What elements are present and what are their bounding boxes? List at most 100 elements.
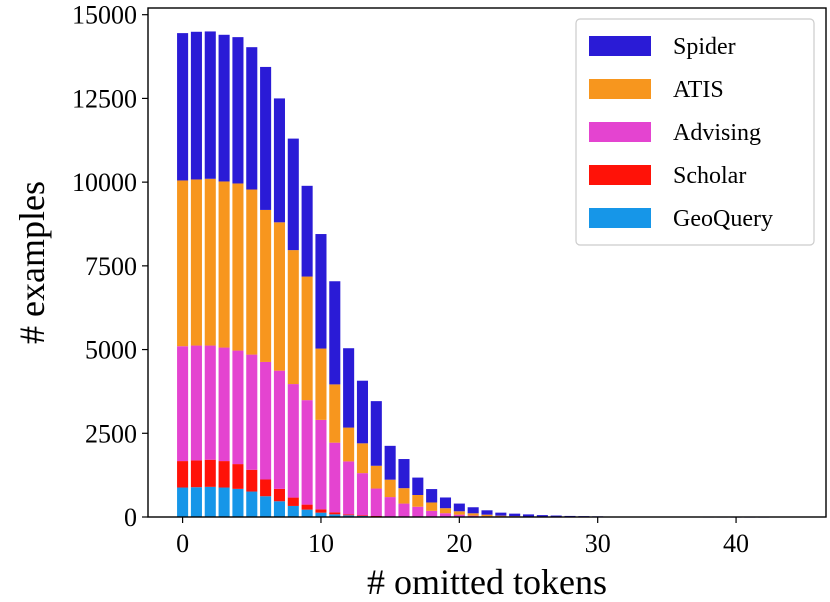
bar-atis-9 xyxy=(301,276,313,401)
bar-atis-13 xyxy=(356,443,369,474)
y-tick-label: 15000 xyxy=(72,1,137,30)
x-axis-ticks: 0 10 20 30 40 xyxy=(176,517,749,558)
y-axis-label: # examples xyxy=(12,181,52,344)
legend-swatch-geoquery xyxy=(589,208,651,228)
bar-scholar-3 xyxy=(218,461,230,488)
bar-atis-19 xyxy=(439,508,452,514)
bar-advising-12 xyxy=(343,461,355,515)
bar-scholar-13 xyxy=(356,515,369,516)
bar-spider-14 xyxy=(370,401,382,466)
bar-advising-9 xyxy=(301,400,313,505)
bar-advising-11 xyxy=(329,442,341,513)
bar-spider-26 xyxy=(536,515,548,517)
bar-geoquery-1 xyxy=(190,487,202,517)
bar-scholar-9 xyxy=(301,504,313,510)
bar-spider-18 xyxy=(426,489,438,503)
bar-advising-13 xyxy=(356,473,369,516)
bar-scholar-7 xyxy=(273,488,285,502)
bar-scholar-1 xyxy=(190,460,202,488)
legend-swatch-spider xyxy=(589,36,651,56)
bar-atis-8 xyxy=(287,250,299,385)
x-axis-label: # omitted tokens xyxy=(367,562,607,602)
legend-label-atis: ATIS xyxy=(673,77,724,103)
bar-spider-21 xyxy=(467,507,479,514)
bar-spider-8 xyxy=(287,138,299,251)
bar-scholar-11 xyxy=(329,512,341,515)
bar-advising-14 xyxy=(370,488,382,516)
bar-atis-22 xyxy=(481,514,493,517)
bar-spider-25 xyxy=(522,514,535,517)
bar-scholar-14 xyxy=(370,515,382,517)
bar-advising-6 xyxy=(260,361,272,480)
bar-atis-6 xyxy=(260,209,272,362)
bar-advising-10 xyxy=(315,419,327,510)
bar-spider-20 xyxy=(453,503,465,512)
bar-atis-21 xyxy=(467,513,479,516)
bars-group xyxy=(177,31,770,518)
bar-advising-5 xyxy=(246,354,258,470)
bar-geoquery-3 xyxy=(218,487,230,517)
legend-label-scholar: Scholar xyxy=(673,163,746,189)
bar-scholar-5 xyxy=(246,469,258,492)
bar-spider-17 xyxy=(412,477,424,495)
bar-spider-5 xyxy=(246,47,258,190)
bar-scholar-8 xyxy=(287,497,299,506)
bar-advising-15 xyxy=(384,497,396,517)
x-tick-label: 20 xyxy=(446,529,472,558)
bar-geoquery-0 xyxy=(177,487,189,517)
bar-atis-16 xyxy=(398,488,410,504)
bar-geoquery-6 xyxy=(260,496,272,517)
legend-label-spider: Spider xyxy=(673,34,736,60)
bar-atis-5 xyxy=(246,189,258,355)
bar-scholar-0 xyxy=(177,461,189,488)
bar-spider-24 xyxy=(509,513,521,517)
y-tick-label: 7500 xyxy=(85,252,137,281)
x-tick-label: 10 xyxy=(308,529,334,558)
bar-geoquery-12 xyxy=(343,515,355,517)
bar-atis-0 xyxy=(177,180,189,347)
bar-scholar-6 xyxy=(260,479,272,497)
bar-spider-9 xyxy=(301,185,313,277)
bar-advising-3 xyxy=(218,347,230,462)
bar-spider-13 xyxy=(356,380,369,444)
bar-atis-17 xyxy=(412,494,424,507)
bar-advising-18 xyxy=(426,510,438,517)
bar-spider-10 xyxy=(315,234,327,349)
legend-swatch-atis xyxy=(589,79,651,99)
bar-advising-16 xyxy=(398,503,410,517)
bar-advising-21 xyxy=(467,515,479,517)
bar-spider-27 xyxy=(550,515,562,517)
bar-spider-16 xyxy=(398,459,410,489)
bar-spider-12 xyxy=(343,348,355,428)
bar-atis-15 xyxy=(384,479,396,498)
bar-advising-1 xyxy=(190,345,202,461)
x-tick-label: 30 xyxy=(585,529,611,558)
bar-spider-0 xyxy=(177,33,189,181)
bar-atis-20 xyxy=(453,511,465,515)
bar-geoquery-5 xyxy=(246,491,258,517)
bar-geoquery-11 xyxy=(329,514,341,517)
legend: Spider ATIS Advising Scholar GeoQuery xyxy=(575,18,815,246)
bar-geoquery-8 xyxy=(287,505,299,517)
legend-swatch-scholar xyxy=(589,165,651,185)
bar-atis-23 xyxy=(495,515,507,517)
bar-advising-7 xyxy=(273,370,285,489)
bar-advising-19 xyxy=(439,513,452,517)
bar-scholar-4 xyxy=(232,464,244,489)
bar-atis-7 xyxy=(273,222,285,371)
bar-atis-3 xyxy=(218,181,230,348)
bar-atis-10 xyxy=(315,348,327,420)
bar-spider-23 xyxy=(495,512,507,516)
bar-geoquery-10 xyxy=(315,512,327,517)
bar-atis-14 xyxy=(370,465,382,489)
plot-frame xyxy=(147,7,827,518)
bar-spider-3 xyxy=(218,34,230,182)
bar-geoquery-2 xyxy=(204,486,216,517)
x-tick-label: 40 xyxy=(723,529,749,558)
bar-spider-7 xyxy=(273,98,285,223)
bar-advising-0 xyxy=(177,346,189,462)
bar-spider-6 xyxy=(260,66,272,210)
legend-label-geoquery: GeoQuery xyxy=(673,206,773,232)
bar-spider-19 xyxy=(439,497,452,509)
bar-advising-8 xyxy=(287,384,299,498)
